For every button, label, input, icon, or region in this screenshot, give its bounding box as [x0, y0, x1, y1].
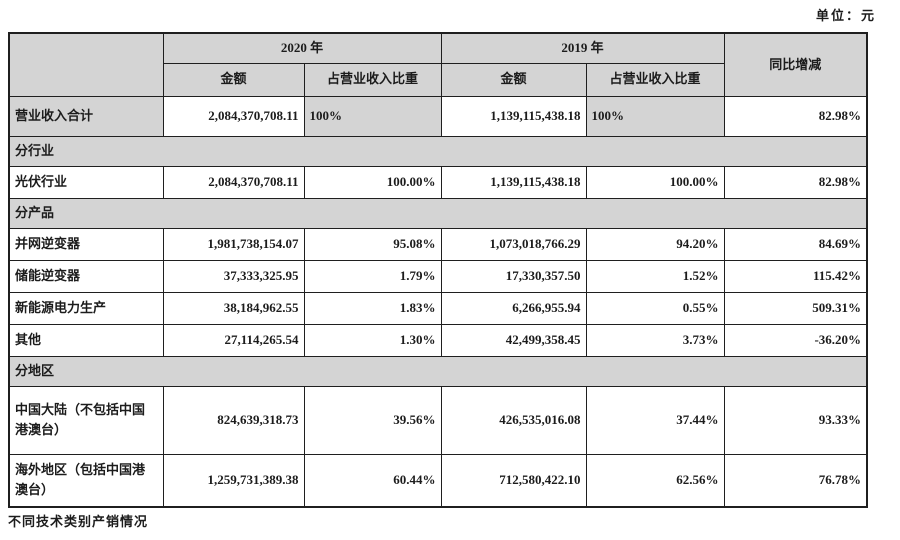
yoy-cell: 509.31%	[723, 291, 868, 325]
table-row: 新能源电力生产 38,184,962.55 1.83% 6,266,955.94…	[8, 291, 868, 325]
yoy-cell: 84.69%	[723, 227, 868, 261]
amount-2020-header: 金额	[162, 62, 305, 97]
yoy-cell: 76.78%	[723, 453, 868, 508]
share-2019-cell: 37.44%	[585, 385, 725, 455]
share-2019-cell: 62.56%	[585, 453, 725, 508]
row-label-cell: 其他	[8, 323, 164, 357]
yoy-cell: 82.98%	[723, 95, 868, 137]
corner-empty-cell	[8, 32, 164, 97]
amount-2019-cell: 6,266,955.94	[440, 291, 587, 325]
share-2020-cell: 1.83%	[303, 291, 442, 325]
amount-2019-cell: 42,499,358.45	[440, 323, 587, 357]
footer-caption: 不同技术类别产销情况	[8, 514, 149, 529]
section-row-industry: 分行业	[8, 135, 868, 167]
revenue-breakdown-table: 2020 年 2019 年 同比增减 金额 占营业收入比重 金额 占营业收入比重…	[8, 32, 869, 508]
row-label-cell: 光伏行业	[8, 165, 164, 199]
table-row: 储能逆变器 37,333,325.95 1.79% 17,330,357.50 …	[8, 259, 868, 293]
row-label-cell: 中国大陆（不包括中国港澳台）	[8, 385, 164, 455]
share-2020-header: 占营业收入比重	[303, 62, 442, 97]
share-2019-cell: 94.20%	[585, 227, 725, 261]
share-2019-cell: 3.73%	[585, 323, 725, 357]
row-label-cell: 营业收入合计	[8, 95, 164, 137]
table-header-row-metrics: 金额 占营业收入比重 金额 占营业收入比重	[9, 62, 867, 97]
amount-2020-cell: 27,114,265.54	[162, 323, 305, 357]
section-label: 分地区	[8, 355, 868, 387]
amount-2020-cell: 2,084,370,708.11	[162, 165, 305, 199]
section-row-region: 分地区	[8, 355, 868, 387]
row-label-cell: 储能逆变器	[8, 259, 164, 293]
table-row: 光伏行业 2,084,370,708.11 100.00% 1,139,115,…	[8, 165, 868, 199]
yoy-cell: 115.42%	[723, 259, 868, 293]
amount-2019-cell: 1,139,115,438.18	[440, 95, 587, 137]
yoy-cell: 93.33%	[723, 385, 868, 455]
share-2019-cell: 0.55%	[585, 291, 725, 325]
share-2020-cell: 100.00%	[303, 165, 442, 199]
share-2020-cell: 1.79%	[303, 259, 442, 293]
row-label-cell: 新能源电力生产	[8, 291, 164, 325]
amount-2019-cell: 712,580,422.10	[440, 453, 587, 508]
share-2020-cell: 100%	[303, 95, 442, 137]
table-row: 并网逆变器 1,981,738,154.07 95.08% 1,073,018,…	[8, 227, 868, 261]
section-label: 分产品	[8, 197, 868, 229]
amount-2019-cell: 1,139,115,438.18	[440, 165, 587, 199]
row-label-cell: 海外地区（包括中国港澳台）	[8, 453, 164, 508]
amount-2019-header: 金额	[440, 62, 587, 97]
amount-2020-cell: 1,259,731,389.38	[162, 453, 305, 508]
unit-label: 单位：元	[815, 8, 876, 23]
share-2020-cell: 39.56%	[303, 385, 442, 455]
row-label-cell: 并网逆变器	[8, 227, 164, 261]
amount-2020-cell: 2,084,370,708.11	[162, 95, 305, 137]
amount-2019-cell: 1,073,018,766.29	[440, 227, 587, 261]
table-header-row-years: 2020 年 2019 年 同比增减	[8, 32, 868, 97]
amount-2020-cell: 824,639,318.73	[162, 385, 305, 455]
share-2019-cell: 100%	[585, 95, 725, 137]
year-2019-header: 2019 年	[440, 32, 725, 64]
section-row-product: 分产品	[8, 197, 868, 229]
share-2020-cell: 60.44%	[303, 453, 442, 508]
amount-2020-cell: 1,981,738,154.07	[162, 227, 305, 261]
amount-2019-cell: 426,535,016.08	[440, 385, 587, 455]
section-label: 分行业	[8, 135, 868, 167]
table-row: 海外地区（包括中国港澳台） 1,259,731,389.38 60.44% 71…	[8, 453, 868, 508]
share-2020-cell: 1.30%	[303, 323, 442, 357]
yoy-cell: 82.98%	[723, 165, 868, 199]
yoy-cell: -36.20%	[723, 323, 868, 357]
amount-2019-cell: 17,330,357.50	[440, 259, 587, 293]
table-row-total: 营业收入合计 2,084,370,708.11 100% 1,139,115,4…	[8, 95, 868, 137]
amount-2020-cell: 38,184,962.55	[162, 291, 305, 325]
year-2020-header: 2020 年	[162, 32, 442, 64]
share-2019-cell: 1.52%	[585, 259, 725, 293]
amount-2020-cell: 37,333,325.95	[162, 259, 305, 293]
table-row: 中国大陆（不包括中国港澳台） 824,639,318.73 39.56% 426…	[8, 385, 868, 455]
share-2019-cell: 100.00%	[585, 165, 725, 199]
yoy-header: 同比增减	[723, 32, 868, 97]
share-2019-header: 占营业收入比重	[585, 62, 725, 97]
table-row: 其他 27,114,265.54 1.30% 42,499,358.45 3.7…	[8, 323, 868, 357]
share-2020-cell: 95.08%	[303, 227, 442, 261]
